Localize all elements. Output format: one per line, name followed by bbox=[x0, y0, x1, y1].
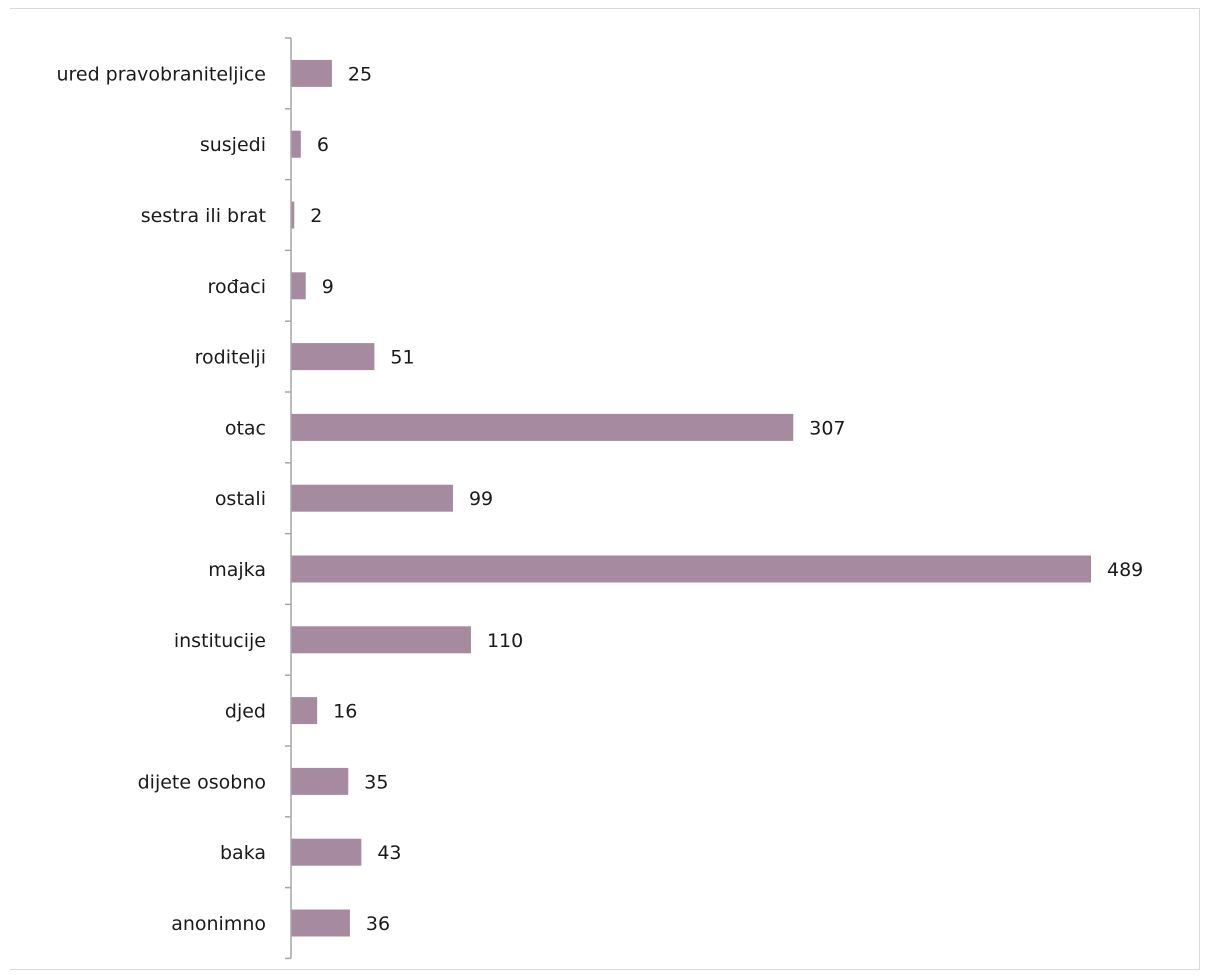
category-label: rođaci bbox=[208, 276, 266, 298]
category-label: roditelji bbox=[195, 347, 266, 369]
bar-2 bbox=[291, 201, 295, 229]
data-label: 110 bbox=[487, 630, 523, 652]
data-label: 43 bbox=[377, 842, 401, 864]
labels-layer: ured pravobraniteljice 25 susjedi 6 sestra i… bbox=[56, 63, 1143, 935]
bar-3 bbox=[291, 272, 306, 300]
bar-8 bbox=[291, 626, 471, 654]
bar-6 bbox=[291, 484, 453, 512]
data-label: 99 bbox=[469, 488, 493, 510]
data-label: 36 bbox=[366, 913, 390, 935]
category-label: otac bbox=[225, 417, 266, 439]
category-label: anonimno bbox=[171, 913, 266, 935]
category-axis bbox=[285, 37, 292, 960]
bar-7 bbox=[291, 555, 1091, 583]
category-label: baka bbox=[220, 842, 266, 864]
data-label: 307 bbox=[809, 417, 845, 439]
data-label: 489 bbox=[1107, 559, 1143, 581]
bar-12 bbox=[291, 909, 350, 937]
category-label: majka bbox=[208, 559, 266, 581]
bars-layer bbox=[291, 59, 1091, 937]
data-label: 35 bbox=[364, 771, 388, 793]
data-label: 9 bbox=[322, 276, 334, 298]
data-label: 51 bbox=[390, 347, 414, 369]
bar-5 bbox=[291, 413, 794, 441]
bar-10 bbox=[291, 767, 349, 795]
bar-1 bbox=[291, 130, 301, 158]
data-label: 2 bbox=[310, 205, 322, 227]
bar-9 bbox=[291, 697, 318, 725]
data-label: 16 bbox=[333, 701, 357, 723]
category-label: dijete osobno bbox=[138, 771, 266, 793]
category-label: djed bbox=[225, 701, 266, 723]
category-label: ured pravobraniteljice bbox=[56, 63, 266, 85]
category-label: sestra ili brat bbox=[141, 205, 266, 227]
bar-0 bbox=[291, 59, 332, 87]
bar-11 bbox=[291, 838, 362, 866]
category-label: institucije bbox=[174, 630, 266, 652]
bar-4 bbox=[291, 343, 375, 371]
chart-frame bbox=[10, 8, 1200, 970]
category-label: ostali bbox=[215, 488, 266, 510]
category-label: susjedi bbox=[200, 134, 266, 156]
data-label: 25 bbox=[348, 63, 372, 85]
data-label: 6 bbox=[317, 134, 329, 156]
